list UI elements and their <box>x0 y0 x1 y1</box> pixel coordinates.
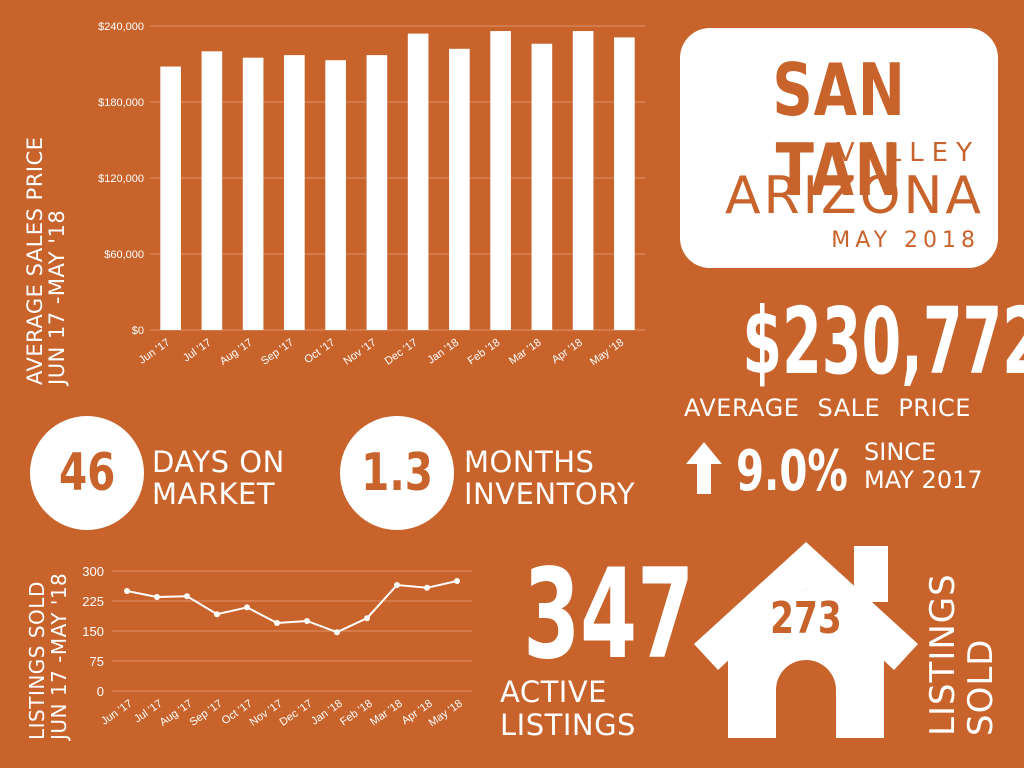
bar-chart-y-axis-label: AVERAGE SALES PRICE JUN 17 -MAY '18 <box>23 136 69 385</box>
bar-y-tick-label: $120,000 <box>98 173 144 185</box>
bar <box>160 66 181 331</box>
line-y-tick-label: 300 <box>82 564 104 579</box>
active-listings-label-line2: LISTINGS <box>500 708 636 742</box>
line-x-tick-label: Jun '17 <box>99 698 135 728</box>
bar <box>407 33 429 330</box>
line-x-tick-label: Feb '18 <box>338 698 375 729</box>
line-y-tick-label: 150 <box>82 624 104 639</box>
bar-y-tick-label: $60,000 <box>104 249 144 261</box>
line-point <box>424 584 430 591</box>
days-on-market-circle: 46 <box>30 416 144 530</box>
months-inventory-circle: 1.3 <box>340 416 454 530</box>
bar-chart-ylabel-line2: JUN 17 -MAY '18 <box>45 209 69 385</box>
title-card: SAN TAN VALLEY ARIZONA MAY 2018 <box>680 28 998 268</box>
line-point <box>214 611 220 618</box>
line-chart-y-axis-label: LISTINGS SOLD JUN 17 -MAY '18 <box>25 572 71 740</box>
title-arizona: ARIZONA <box>724 166 984 226</box>
bar <box>449 48 470 331</box>
bar-x-tick-label: Dec '17 <box>383 337 420 368</box>
active-listings-value: 347 <box>523 543 695 687</box>
bar-y-tick-label: $240,000 <box>98 21 144 33</box>
bar <box>201 51 223 330</box>
bar-y-tick-label: $180,000 <box>98 97 144 109</box>
bar-x-tick-label: Jun '17 <box>137 337 173 367</box>
line-y-tick-label: 75 <box>90 654 104 669</box>
title-valley: VALLEY <box>836 138 980 168</box>
bar-x-tick-label: Oct '17 <box>302 337 337 367</box>
bar-x-tick-label: Aug '17 <box>218 337 255 368</box>
title-san-tan: SAN TAN <box>772 48 906 212</box>
active-listings-label: ACTIVE LISTINGS <box>500 676 636 742</box>
listings-sold-label-line1: LISTINGS <box>923 573 963 736</box>
line-point <box>394 582 400 588</box>
title-date: MAY 2018 <box>831 228 980 253</box>
bar-x-tick-label: Jul '17 <box>181 337 214 365</box>
months-inventory-value: 1.3 <box>361 443 433 503</box>
bar-x-tick-label: May '18 <box>588 337 626 369</box>
bar <box>325 60 346 330</box>
bar-y-tick-label: $0 <box>132 325 144 337</box>
bar-x-tick-label: Apr '18 <box>550 337 585 367</box>
line-x-tick-label: Sep '17 <box>188 698 225 729</box>
months-inventory-label: MONTHS INVENTORY <box>464 446 635 510</box>
bar-x-tick-label: Jan '18 <box>425 337 461 367</box>
sales-price-bar-chart: $0 $60,000 $120,000 $180,000 $240,000 Jun '1… <box>98 21 645 369</box>
line-point <box>244 604 250 611</box>
line-y-tick-label: 0 <box>97 684 104 699</box>
price-change-label-line2: MAY 2017 <box>864 466 983 494</box>
months-inventory-label-line1: MONTHS <box>464 445 595 479</box>
line-x-tick-label: Mar '18 <box>368 698 405 729</box>
price-change-label-line1: SINCE <box>864 438 937 466</box>
line-chart-ylabel-line1: LISTINGS SOLD <box>25 581 49 740</box>
bar-x-tick-label: Sep '17 <box>259 337 296 368</box>
line-x-tick-label: Nov '17 <box>248 698 285 729</box>
arrow-up-icon <box>686 442 722 494</box>
days-on-market-value: 46 <box>58 443 116 503</box>
line-x-tick-label: May '18 <box>427 698 465 730</box>
line-point <box>364 615 370 622</box>
bar-x-tick-label: Feb '18 <box>466 337 503 368</box>
listings-sold-label-line2: SOLD <box>961 638 1001 736</box>
bar <box>572 31 594 331</box>
bar <box>242 57 264 331</box>
listings-sold-line <box>126 580 458 634</box>
line-x-tick-label: Jan '18 <box>309 698 345 728</box>
days-on-market-label: DAYS ON MARKET <box>152 446 285 510</box>
active-listings-label-line1: ACTIVE <box>500 675 608 709</box>
listings-sold-value: 273 <box>770 593 842 644</box>
price-change-label: SINCE MAY 2017 <box>864 438 983 494</box>
average-price-label: AVERAGE SALE PRICE <box>684 394 971 422</box>
line-point <box>154 594 160 600</box>
line-point <box>334 629 340 636</box>
bar-chart-ylabel-line1: AVERAGE SALES PRICE <box>23 136 47 385</box>
line-x-tick-label: Aug '17 <box>158 698 195 729</box>
bar <box>531 43 553 330</box>
line-point <box>304 618 310 624</box>
bar <box>490 31 511 331</box>
line-y-tick-label: 225 <box>82 594 104 609</box>
days-on-market-label-line2: MARKET <box>152 477 276 511</box>
bar-x-tick-label: Nov '17 <box>341 337 378 368</box>
months-inventory-label-line2: INVENTORY <box>464 477 636 511</box>
price-change-value: 9.0% <box>736 439 848 504</box>
average-price-value: $230,772 <box>742 288 1024 395</box>
days-on-market-label-line1: DAYS ON <box>152 445 285 479</box>
bar <box>366 55 388 331</box>
bar <box>614 37 635 331</box>
listings-sold-label: LISTINGS SOLD <box>923 573 1001 736</box>
house-icon <box>694 542 918 738</box>
line-point <box>454 578 460 584</box>
bar <box>284 55 305 331</box>
line-chart-ylabel-line2: JUN 17 -MAY '18 <box>47 572 71 740</box>
line-x-tick-label: Dec '17 <box>278 698 315 729</box>
line-point <box>274 620 280 626</box>
bar-x-tick-label: Mar '18 <box>507 337 544 368</box>
line-point <box>124 588 130 594</box>
line-point <box>184 593 190 600</box>
